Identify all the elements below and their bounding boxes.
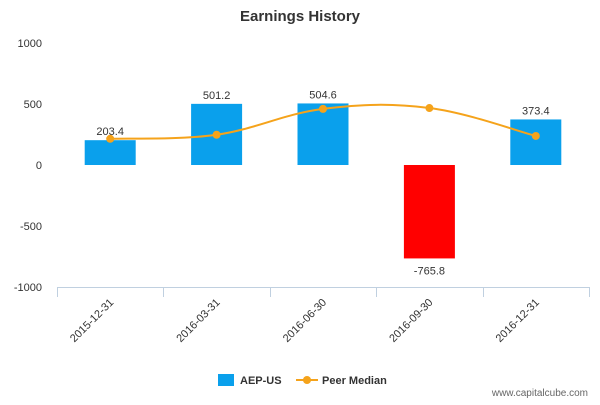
x-tick-label: 2016-12-31: [494, 297, 542, 345]
bar: [403, 165, 455, 259]
bar-data-label: 203.4: [96, 126, 124, 138]
bar: [84, 140, 136, 165]
bar: [297, 103, 349, 165]
legend-label-peer: Peer Median: [322, 375, 387, 387]
x-tick-label: 2016-09-30: [387, 297, 435, 345]
chart-title: Earnings History: [240, 8, 361, 25]
x-tick-label: 2016-03-31: [174, 297, 222, 345]
peer-median-point: [425, 104, 434, 113]
peer-median-point: [106, 134, 115, 143]
y-tick-label: -500: [20, 221, 42, 233]
bar-data-label: 504.6: [309, 89, 337, 101]
legend-swatch-aep: [218, 374, 234, 386]
y-tick-label: 1000: [18, 38, 42, 50]
legend-marker-peer: [303, 376, 311, 384]
x-tick-label: 2016-06-30: [281, 297, 329, 345]
legend-label-aep: AEP-US: [240, 375, 282, 387]
bar-data-label: 501.2: [203, 90, 231, 102]
bar: [510, 119, 562, 165]
peer-median-point: [319, 104, 327, 113]
y-tick-label: -1000: [14, 282, 42, 294]
peer-median-point: [531, 131, 540, 140]
bar-data-label: -765.8: [414, 265, 445, 277]
watermark-text: www.capitalcube.com: [491, 388, 588, 399]
peer-median-point: [212, 130, 221, 139]
bar-data-label: 373.4: [522, 105, 550, 117]
y-tick-label: 0: [36, 160, 42, 172]
x-tick-label: 2015-12-31: [68, 297, 116, 345]
y-tick-label: 500: [24, 99, 42, 111]
